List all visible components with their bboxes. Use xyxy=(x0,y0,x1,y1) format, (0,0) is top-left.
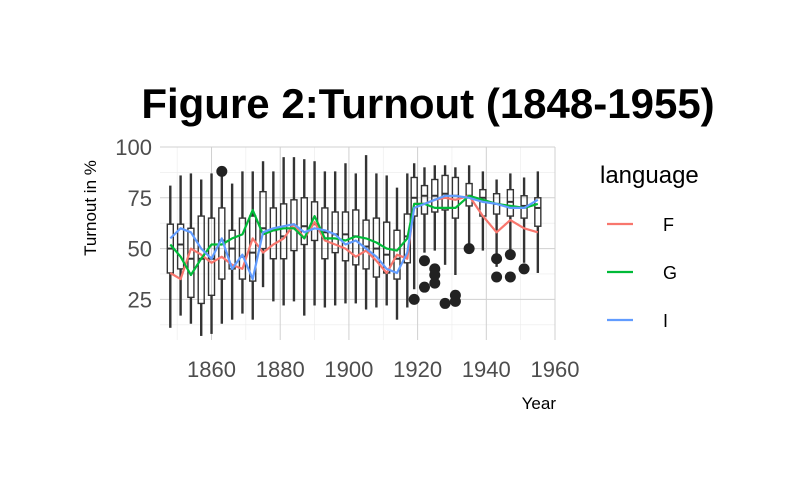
box-iqr xyxy=(506,188,515,217)
boxplot xyxy=(321,171,329,308)
outlier-point xyxy=(449,295,461,307)
legend-label-F: F xyxy=(663,215,674,235)
legend-title: language xyxy=(600,162,699,189)
x-tick-label: 1880 xyxy=(256,357,305,382)
box-iqr xyxy=(362,219,370,270)
y-tick-label: 50 xyxy=(128,237,152,262)
legend: language F G I xyxy=(600,162,699,331)
box-iqr xyxy=(393,229,401,280)
boxplot xyxy=(341,163,350,304)
series-line-G xyxy=(169,194,539,277)
boxplot xyxy=(187,173,195,324)
boxplot xyxy=(259,161,267,288)
x-tick-labels: 1860 1880 1900 1920 1940 1960 xyxy=(187,357,579,382)
outlier-point xyxy=(429,269,441,281)
box-iqr xyxy=(410,176,418,217)
boxplot xyxy=(362,155,370,310)
y-tick-label: 25 xyxy=(128,287,152,312)
legend-label-G: G xyxy=(663,263,677,283)
boxplot xyxy=(269,171,278,302)
box-iqr xyxy=(420,184,429,215)
box-iqr xyxy=(238,217,247,280)
x-tick-label: 1900 xyxy=(324,357,373,382)
y-tick-labels: 25 50 75 100 xyxy=(115,135,152,312)
box-iqr xyxy=(331,211,339,254)
y-axis-title: Turnout in % xyxy=(81,160,100,256)
box-iqr xyxy=(269,207,278,260)
box-iqr xyxy=(534,197,542,227)
outlier-point xyxy=(429,277,441,289)
outlier-point xyxy=(491,271,503,283)
outlier-point xyxy=(408,293,420,305)
x-tick-label: 1860 xyxy=(187,357,236,382)
outlier-point xyxy=(504,271,516,283)
boxplot xyxy=(420,167,429,253)
series-lines xyxy=(169,194,539,281)
outlier-point xyxy=(518,263,530,275)
x-tick-label: 1920 xyxy=(393,357,442,382)
box-iqr xyxy=(441,174,449,211)
box-iqr xyxy=(372,217,381,278)
boxplot xyxy=(431,165,439,251)
outlier-point xyxy=(439,297,451,309)
boxplot xyxy=(176,175,185,316)
boxplot xyxy=(197,179,205,336)
boxplot xyxy=(520,177,528,263)
box-iqr xyxy=(300,197,308,246)
boxplot xyxy=(166,185,175,328)
outlier-point xyxy=(463,243,475,255)
boxplot xyxy=(279,157,288,306)
boxplot xyxy=(410,163,418,290)
y-tick-label: 100 xyxy=(115,135,152,160)
box-iqr xyxy=(341,211,350,262)
box-iqr xyxy=(465,182,473,207)
chart-title: Figure 2:Turnout (1848-1955) xyxy=(141,80,714,127)
outlier-point xyxy=(418,281,430,293)
outlier-point xyxy=(216,165,228,177)
box-iqr xyxy=(279,203,288,260)
boxplot xyxy=(393,187,401,320)
x-tick-label: 1940 xyxy=(462,357,511,382)
x-tick-label: 1960 xyxy=(531,357,580,382)
series-line-I xyxy=(169,194,539,281)
legend-label-I: I xyxy=(663,311,668,331)
y-tick-label: 75 xyxy=(128,186,152,211)
box-iqr xyxy=(187,227,195,299)
boxplot xyxy=(465,165,473,245)
box-iqr xyxy=(176,223,185,270)
box-iqr xyxy=(197,215,205,305)
boxplot xyxy=(479,171,487,251)
boxplot xyxy=(372,173,381,308)
boxplot xyxy=(451,167,460,275)
boxplot xyxy=(534,171,542,273)
boxplot xyxy=(238,171,247,314)
boxplot xyxy=(506,173,515,251)
boxplot xyxy=(382,175,391,306)
x-axis-title: Year xyxy=(522,394,557,413)
boxplot xyxy=(300,159,308,316)
box-iqr xyxy=(259,190,267,250)
outlier-point xyxy=(418,255,430,267)
outlier-point xyxy=(491,253,503,265)
outlier-point xyxy=(504,249,516,261)
boxplot xyxy=(441,165,449,265)
outlier-points xyxy=(216,165,530,309)
